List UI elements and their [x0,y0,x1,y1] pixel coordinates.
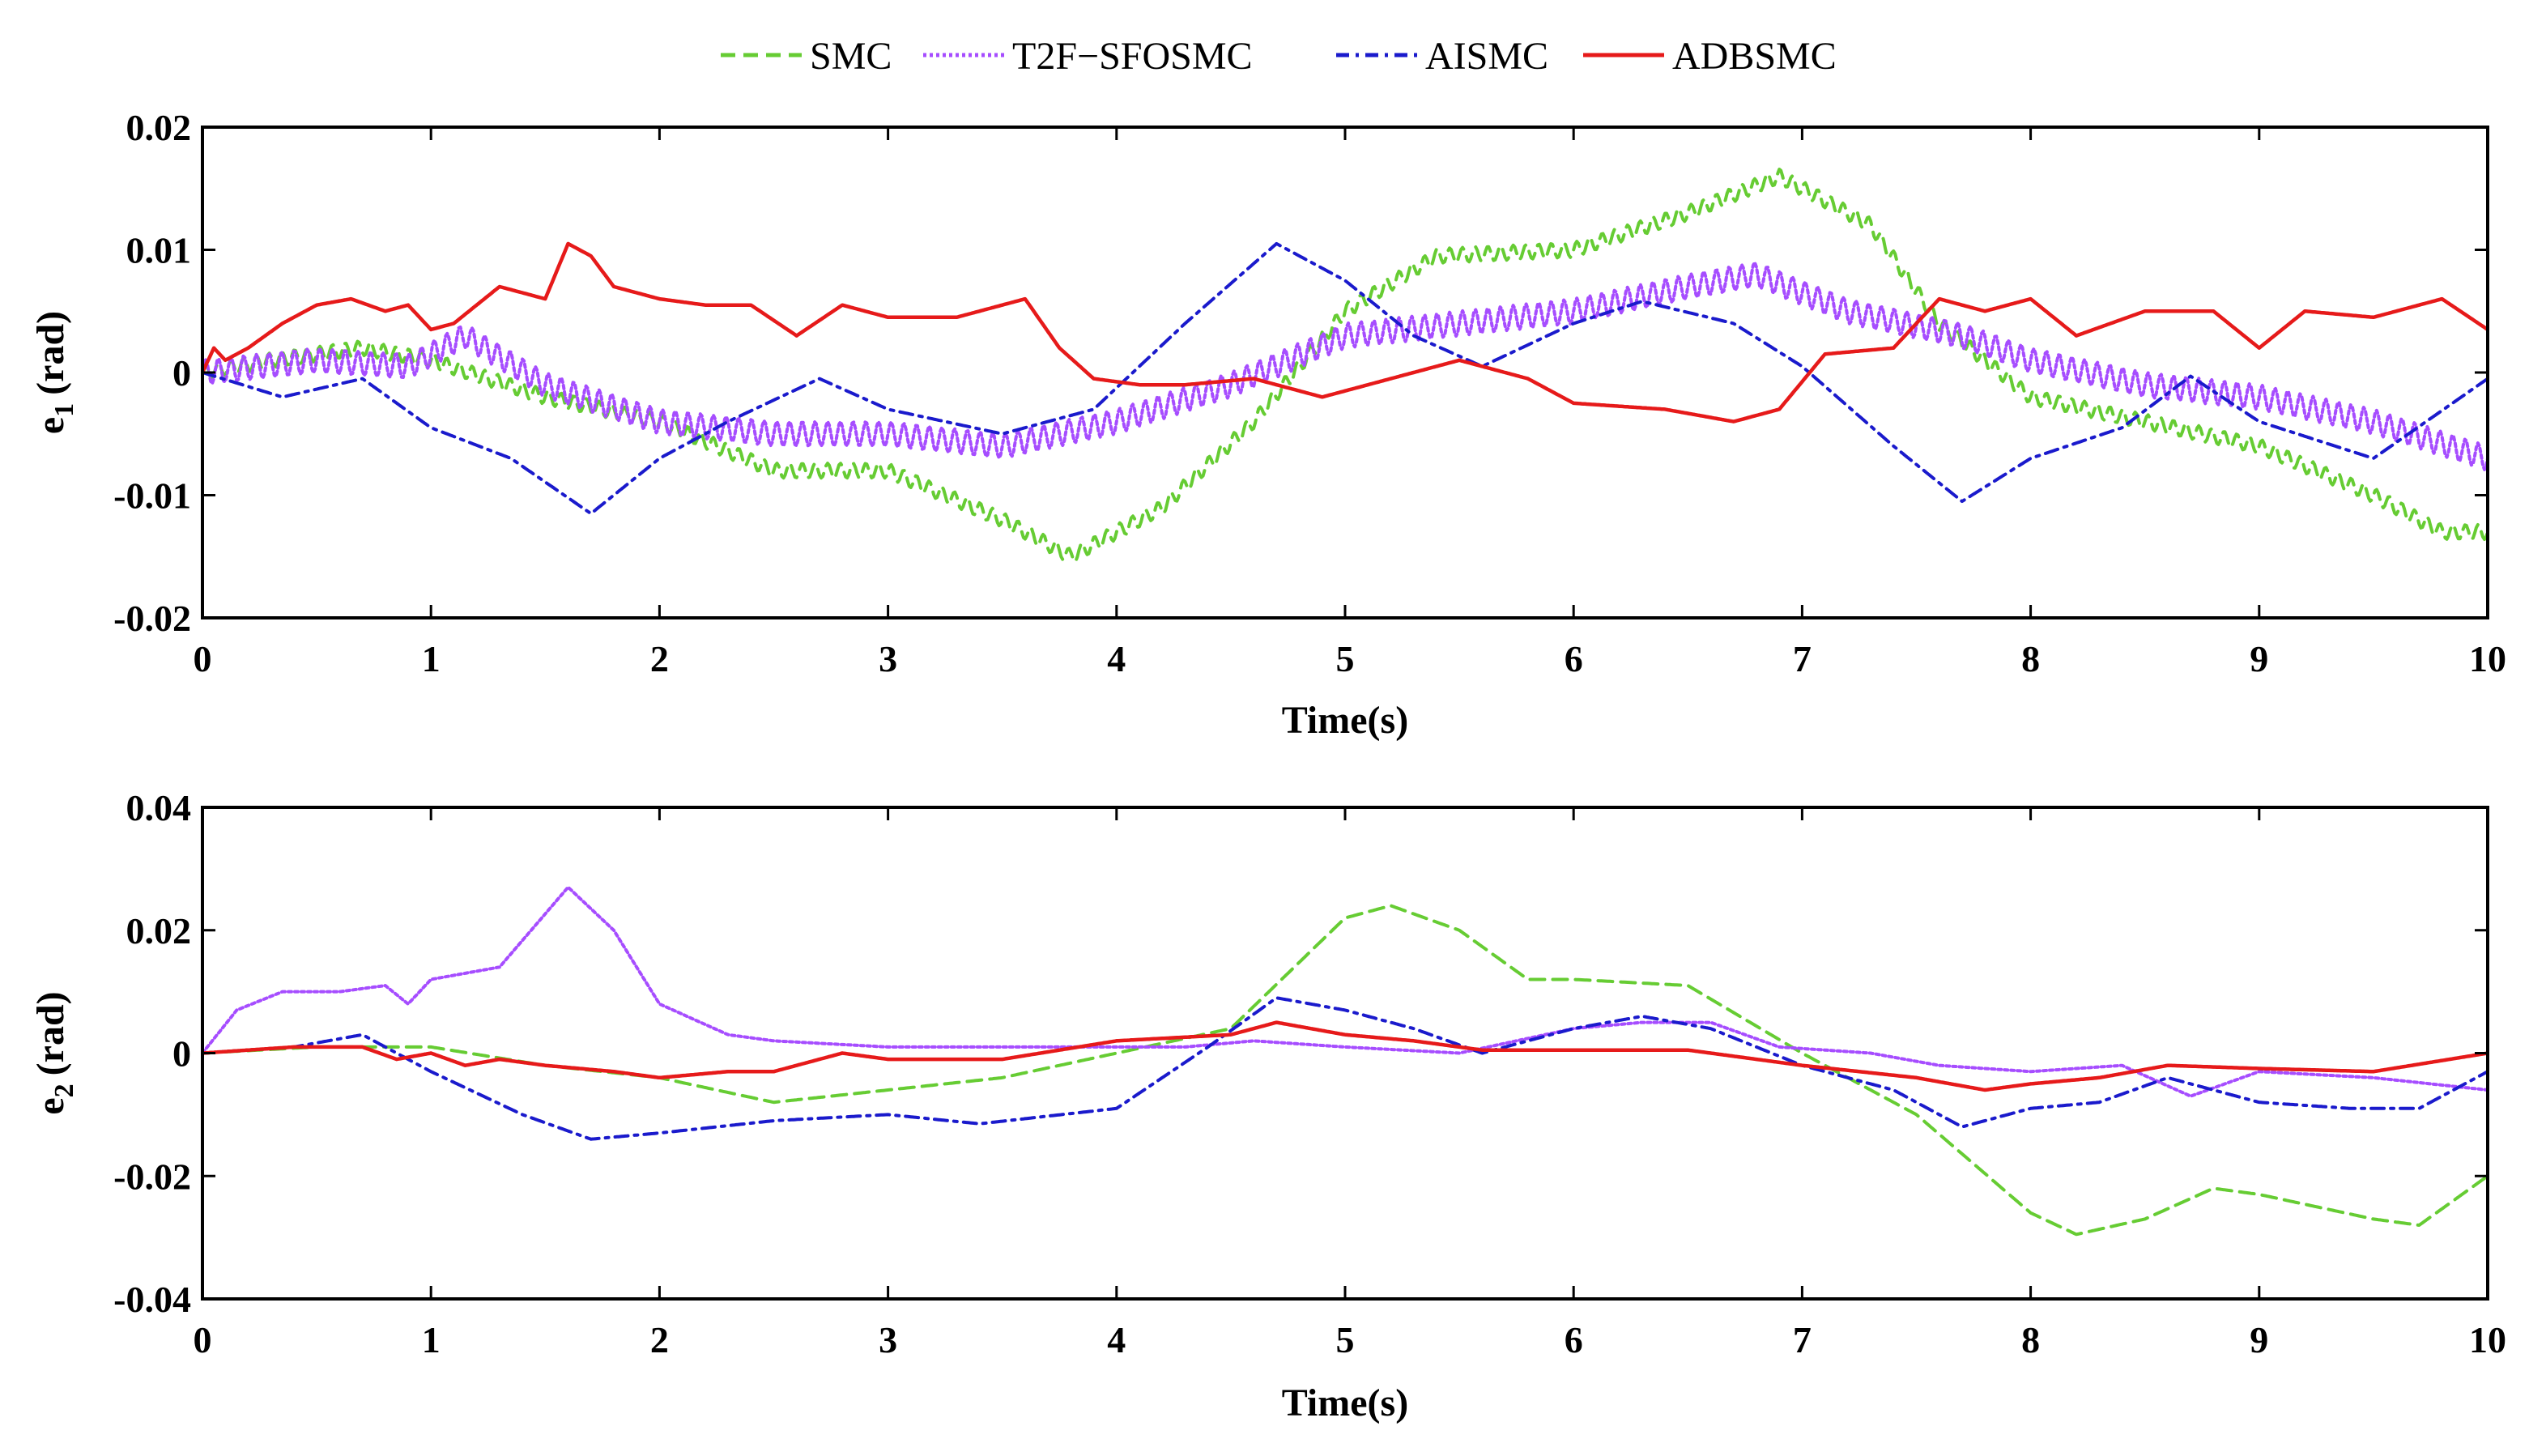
x-tick-label: 3 [879,1319,897,1360]
x-tick-label: 7 [1793,638,1812,679]
x-tick-label: 0 [194,1319,212,1360]
x-tick-label: 8 [2021,1319,2040,1360]
x-tick-label: 4 [1107,1319,1126,1360]
x-tick-label: 2 [650,638,669,679]
legend-label-adbsmc: ADBSMC [1672,35,1837,78]
y-axis-label: e1 (rad) [29,311,79,434]
y-axis-label-subscript: 1 [49,403,79,417]
x-tick-label: 1 [422,1319,441,1360]
legend-item-adbsmc: ADBSMC [1583,35,1837,78]
y-tick-label: -0.01 [113,475,191,517]
y-tick-label: 0.02 [126,910,192,952]
series-adbsmc [202,1020,2488,1092]
axes-frame [201,806,2489,1301]
y-tick-label: 0.01 [126,230,192,271]
x-tick-label: 1 [422,638,441,679]
y-axis-label-symbol: e [29,1097,72,1114]
x-tick-label: 6 [1565,638,1583,679]
series-t2f-sfosmc [202,885,2488,1098]
x-tick-label: 2 [650,1319,669,1360]
y-tick-label: -0.02 [113,598,191,639]
x-tick-label: 4 [1107,638,1126,679]
x-tick-label: 3 [879,638,897,679]
y-axis-label-unit: (rad) [29,311,72,395]
x-tick-label: 6 [1565,1319,1583,1360]
legend-label-aismc: AISMC [1425,35,1548,78]
y-tick-label: -0.04 [113,1279,191,1320]
x-tick-label: 10 [2469,1319,2506,1360]
x-axis-label: Time(s) [1282,699,1408,742]
x-tick-label: 8 [2021,638,2040,679]
y-axis-label-unit: (rad) [29,991,72,1075]
series-group [202,885,2488,1237]
x-tick-label: 0 [194,638,212,679]
x-tick-label: 9 [2250,638,2268,679]
y-axis-label-subscript: 2 [49,1083,79,1097]
series-aismc [202,241,2488,516]
series-group [202,168,2488,563]
plot-e1: 0 1 2 3 4 5 6 7 8 9 10-0.02-0.0100.010.02Time(s)e1… [29,107,2506,742]
x-tick-label: 5 [1336,1319,1355,1360]
y-tick-label: 0.02 [126,107,192,148]
series-t2f-sfosmc [202,261,2488,471]
x-tick-label: 5 [1336,638,1355,679]
y-tick-label: 0 [172,1033,191,1075]
y-tick-label: 0.04 [126,787,192,828]
y-tick-label: 0 [172,352,191,394]
y-tick-label: -0.02 [113,1156,191,1197]
legend-label-smc: SMC [810,35,892,78]
x-tick-label: 7 [1793,1319,1812,1360]
y-axis-label-symbol: e [29,417,72,434]
legend-item-aismc: AISMC [1336,35,1548,78]
legend: SMC T2F−SFOSMC AISMC ADBSMC [721,35,1837,78]
x-tick-label: 9 [2250,1319,2268,1360]
series-smc [202,168,2488,563]
x-tick-label: 10 [2469,638,2506,679]
series-adbsmc [202,241,2488,424]
legend-item-t2f-sfosmc: T2F−SFOSMC [923,35,1253,78]
plot-e2: 0 1 2 3 4 5 6 7 8 9 10-0.04-0.0200.020.04Time(s)e2… [29,787,2506,1424]
axes-frame [201,126,2489,619]
x-axis-label: Time(s) [1282,1381,1408,1424]
legend-item-smc: SMC [721,35,892,78]
series-aismc [202,996,2488,1141]
y-axis-label: e2 (rad) [29,991,79,1114]
legend-label-t2f-sfosmc: T2F−SFOSMC [1012,35,1253,78]
